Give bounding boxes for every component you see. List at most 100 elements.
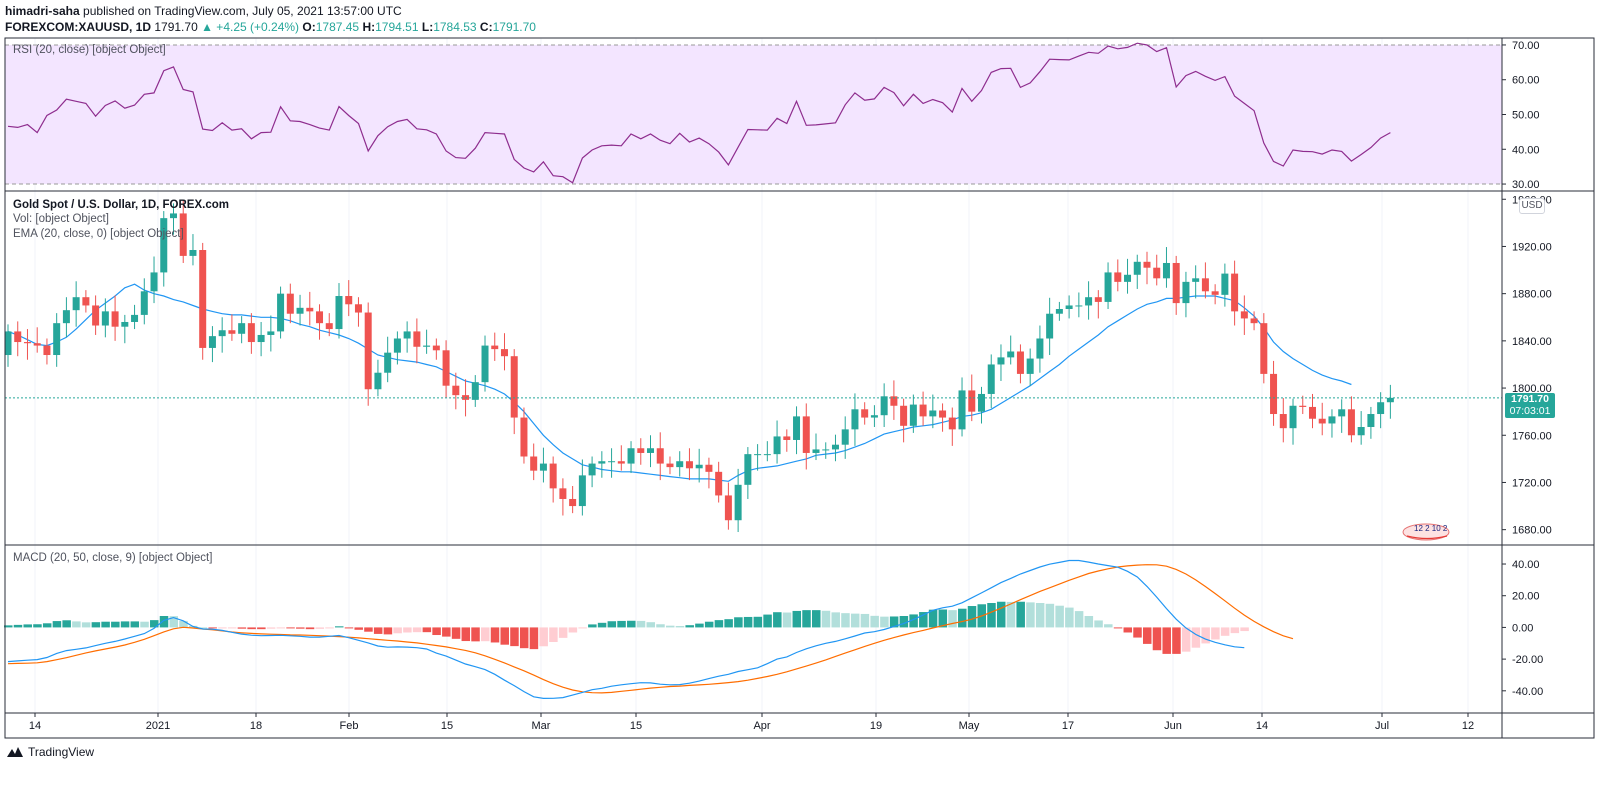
candle-body (656, 448, 664, 464)
histogram-bar (344, 627, 354, 629)
histogram-bar (656, 624, 665, 628)
price-axis-label: 1920.00 (1512, 241, 1552, 253)
macd-legend[interactable]: MACD (20, 50, close, 9) [object Object] (13, 552, 213, 564)
histogram-bar (568, 627, 578, 633)
tradingview-logo-icon (7, 747, 23, 757)
candle-body (189, 250, 197, 256)
currency-badge[interactable]: USD (1519, 198, 1545, 214)
candle-body (831, 444, 839, 450)
time-axis-label: Jul (1375, 720, 1389, 732)
candle-body (676, 461, 684, 468)
candle-body (1114, 272, 1122, 282)
price-axis-label: 50.00 (1512, 110, 1540, 122)
histogram-bar (169, 616, 178, 628)
histogram-bar (1230, 627, 1240, 634)
histogram-bar (578, 627, 587, 629)
histogram-bar (1074, 611, 1084, 628)
publisher-name[interactable]: himadri-saha (5, 4, 80, 18)
candle-body (1201, 278, 1209, 292)
candle-body (783, 436, 791, 440)
histogram-bar (373, 627, 383, 634)
candle-body (131, 314, 139, 322)
candle-body (14, 331, 22, 343)
candle-body (754, 454, 762, 456)
candle-body (306, 307, 314, 312)
candle-body (608, 461, 616, 463)
histogram-bar (1084, 616, 1094, 628)
histogram-bar (364, 627, 373, 632)
histogram-bar (91, 622, 101, 628)
histogram-bar (1055, 605, 1064, 628)
ema-legend[interactable]: EMA (20, close, 0) [object Object] (13, 228, 184, 240)
histogram-bar (451, 627, 461, 639)
candle-body (101, 311, 109, 326)
candle-body (345, 296, 353, 305)
rsi-legend[interactable]: RSI (20, close) [object Object] (13, 44, 166, 56)
candle-body (1367, 414, 1375, 427)
candle-body (530, 456, 538, 471)
histogram-bar (1035, 603, 1045, 628)
candle-body (160, 218, 168, 273)
candle-body (1377, 402, 1385, 415)
histogram-bar (432, 627, 441, 636)
candle-body (1153, 267, 1161, 279)
candle-body (578, 475, 586, 507)
histogram-bar (889, 616, 899, 628)
histogram-bar (81, 622, 91, 628)
histogram-bar (743, 616, 753, 628)
histogram-bar (227, 627, 237, 629)
footer-brand[interactable]: TradingView (6, 745, 94, 759)
histogram-bar (948, 610, 957, 628)
candle-body (393, 338, 401, 353)
candle-body (685, 461, 693, 469)
symbol-name[interactable]: FOREXCOM:XAUUSD, 1D (5, 20, 152, 34)
histogram-bar (315, 627, 325, 629)
publisher-line: himadri-saha published on TradingView.co… (5, 3, 536, 19)
time-axis-label: May (959, 720, 980, 732)
open-label: O: (302, 20, 316, 34)
histogram-bar (198, 627, 208, 629)
main-title-legend[interactable]: Gold Spot / U.S. Dollar, 1D, FOREX.com (13, 199, 229, 211)
histogram-bar (519, 627, 529, 649)
candle-body (968, 390, 976, 412)
economic-events-icon[interactable]: 12 2 10 2 (1402, 521, 1452, 541)
histogram-bar (734, 617, 743, 628)
candles (4, 200, 1394, 533)
candle-body (890, 396, 898, 406)
histogram-bar (179, 620, 188, 628)
candle-body (695, 464, 703, 469)
volume-legend[interactable]: Vol: [object Object] (13, 213, 109, 225)
price-axis-label: 20.00 (1512, 591, 1540, 603)
candle-body (228, 330, 236, 334)
histogram-bar (782, 612, 792, 628)
candle-body (491, 345, 499, 350)
candle-body (1065, 305, 1073, 309)
histogram-bar (958, 608, 967, 628)
time-axis-label: 2021 (146, 720, 170, 732)
time-axis-label: 15 (630, 720, 642, 732)
low-value: 1784.53 (433, 20, 477, 34)
candle-body (812, 449, 820, 453)
price-axis-label: 40.00 (1512, 559, 1540, 571)
histogram-bar (1065, 607, 1074, 628)
candle-body (1338, 409, 1346, 417)
open-value: 1787.45 (315, 20, 360, 34)
price-tag-countdown: 07:03:01 (1509, 405, 1551, 417)
candle-body (510, 356, 518, 418)
price-tag-value: 1791.70 (1511, 393, 1549, 405)
candle-body (403, 331, 411, 339)
histogram-bar (1113, 627, 1123, 629)
candle-body (33, 343, 41, 346)
histogram-bar (1191, 627, 1201, 648)
price-axis-label: 40.00 (1512, 144, 1540, 156)
candle-body (62, 310, 70, 324)
candle-body (958, 390, 966, 430)
macd-histogram (4, 601, 1249, 654)
candle-body (1172, 262, 1180, 304)
candle-body (140, 291, 148, 315)
candle-body (218, 330, 226, 337)
histogram-bar (1123, 627, 1133, 633)
histogram-bar (101, 621, 110, 628)
histogram-bar (1181, 627, 1191, 652)
